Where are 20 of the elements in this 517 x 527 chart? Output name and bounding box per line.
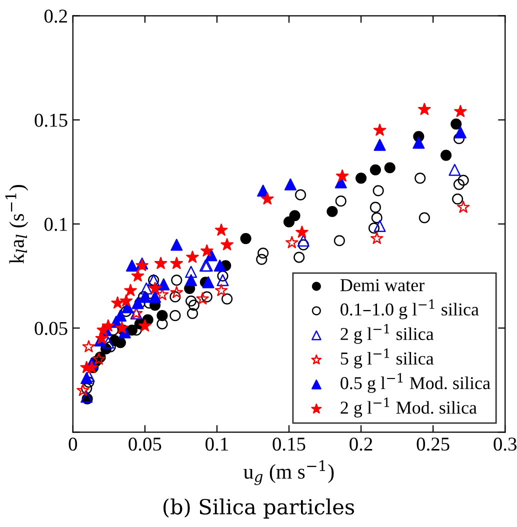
legend-label: 2 g l$^{−1}$ silica <box>340 324 434 344</box>
legend-label: 5 g l$^{−1}$ silica <box>340 348 434 368</box>
y-tick-label: 0.1 <box>44 218 67 231</box>
x-tick-label: 0.2 <box>350 438 372 451</box>
y-axis-title: k$_{l}$a$_{l}$ (s$^{−1}$) <box>5 185 28 264</box>
x-tick-label: 0.05 <box>128 438 162 451</box>
x-tick-label: 0.15 <box>272 438 306 451</box>
text: (b) Silica particles <box>164 498 354 519</box>
y-tick-label: 0.05 <box>34 322 68 336</box>
y-tick-label: 0.15 <box>34 114 68 127</box>
x-tick-label: 0.1 <box>206 438 228 451</box>
x-tick-label: 0.25 <box>416 438 450 451</box>
y-tick-label: 0.2 <box>44 10 67 23</box>
legend-label: Demi water <box>340 279 424 292</box>
legend-label: 2 g l$^{−1}$ Mod. silica <box>340 398 477 418</box>
x-tick-label: 0.3 <box>494 438 516 451</box>
legend-label: 0.5 g l$^{−1}$ Mod. silica <box>340 373 490 393</box>
legend-label: 0.1–1.0 g l$^{−1}$ silica <box>340 299 479 320</box>
x-tick-label: 0 <box>68 438 78 451</box>
x-axis-title: u$_{g}$ (m s$^{−1}$) <box>244 460 334 486</box>
